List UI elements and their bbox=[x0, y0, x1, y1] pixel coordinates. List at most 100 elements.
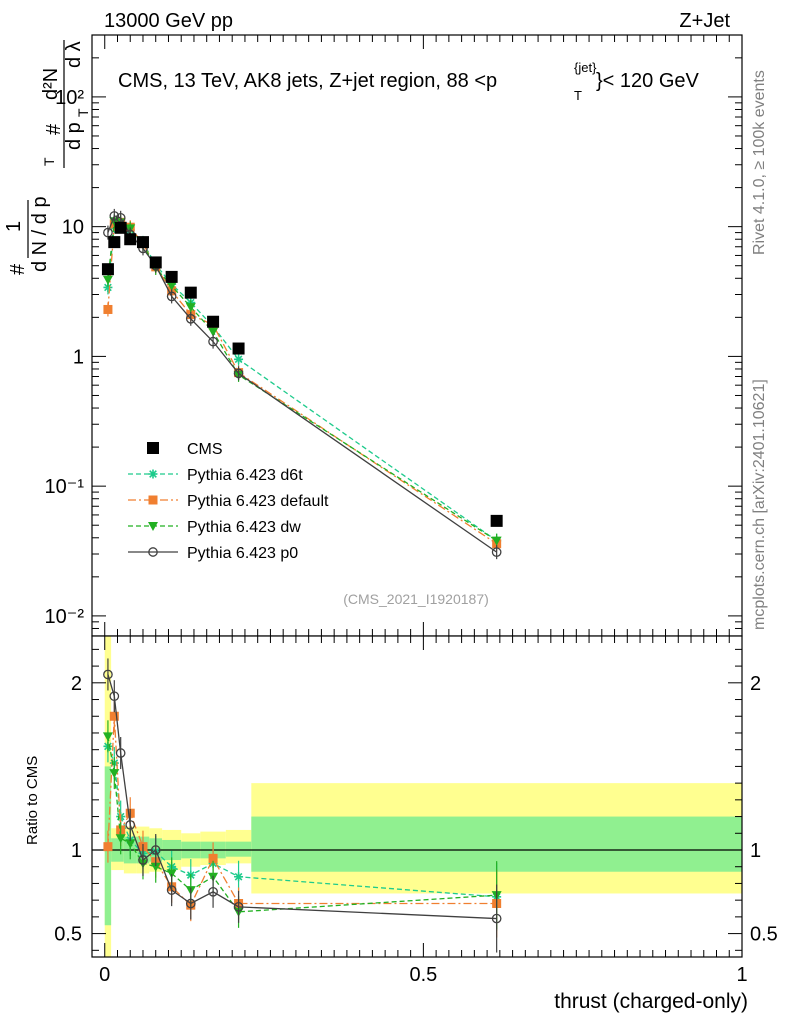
main-panel: 10⁻² 10⁻¹ 1 10 10² bbox=[45, 34, 743, 637]
legend-item: Pythia 6.423 p0 bbox=[128, 545, 298, 562]
legend-item: Pythia 6.423 dw bbox=[128, 519, 301, 536]
ratio-ytick-label-right: 1 bbox=[750, 840, 761, 862]
data-point bbox=[491, 547, 502, 557]
data-point bbox=[184, 286, 197, 299]
ratio-point bbox=[150, 845, 161, 855]
ratio-point bbox=[185, 898, 196, 909]
ratio-ytick-label-right: 2 bbox=[750, 673, 761, 695]
ratio-panel: 0.5 0.51 12 20 0.5 1 bbox=[54, 635, 778, 986]
ratio-point bbox=[150, 862, 161, 872]
data-point bbox=[103, 227, 113, 238]
ratio-ytick-label: 2 bbox=[71, 673, 82, 695]
main-ytick-label: 10 bbox=[62, 217, 84, 239]
data-point bbox=[208, 327, 219, 337]
main-ylabel: # 1 d N / d p T # d²N d p T d λ bbox=[3, 40, 91, 275]
ratio-point bbox=[208, 853, 218, 863]
ylabel-t-sub-1: T bbox=[41, 157, 57, 166]
main-ytick-label: 10⁻² bbox=[45, 606, 85, 628]
ylabel-one: 1 bbox=[3, 221, 25, 232]
ylabel-t-sub-2: T bbox=[75, 108, 91, 117]
ratio-point bbox=[102, 732, 113, 742]
legend-marker bbox=[148, 495, 158, 505]
legend-marker bbox=[148, 469, 158, 479]
main-frame bbox=[91, 34, 743, 637]
ratio-point bbox=[115, 834, 126, 844]
analysis-id-watermark: (CMS_2021_I1920187) bbox=[343, 591, 489, 607]
ratio-point bbox=[166, 885, 177, 895]
legend-label: Pythia 6.423 dw bbox=[187, 519, 301, 536]
ratio-point bbox=[115, 748, 126, 758]
main-ytick-label: 10² bbox=[55, 87, 84, 109]
ratio-ytick-label-right: 0.5 bbox=[750, 924, 778, 946]
ratio-point bbox=[491, 913, 502, 924]
ratio-point bbox=[109, 691, 120, 702]
header-process-label: Z+Jet bbox=[679, 10, 730, 32]
xtick-label: 0.5 bbox=[409, 964, 437, 986]
ratio-line bbox=[107, 736, 497, 913]
ratio-ylabel: Ratio to CMS bbox=[24, 756, 41, 845]
ratio-point bbox=[234, 872, 244, 882]
ratio-series-pythia-6-423-p0 bbox=[103, 658, 502, 953]
title-sub: T bbox=[574, 88, 582, 103]
ratio-point bbox=[125, 839, 136, 849]
ylabel-hash-2: # bbox=[43, 123, 65, 135]
legend-marker bbox=[148, 547, 158, 557]
data-point bbox=[185, 313, 196, 324]
ylabel-hash-1: # bbox=[7, 263, 29, 275]
ratio-point bbox=[103, 842, 113, 852]
ylabel-dlambda: d λ bbox=[63, 41, 85, 68]
data-point bbox=[102, 275, 113, 285]
data-point bbox=[490, 514, 503, 527]
data-point bbox=[491, 536, 502, 546]
ylabel-dn-dpt: d N / d p bbox=[29, 196, 51, 272]
ratio-point bbox=[109, 769, 120, 779]
ratio-line bbox=[107, 716, 497, 907]
data-point bbox=[232, 342, 245, 355]
data-point bbox=[185, 303, 196, 313]
main-ytick-label: 1 bbox=[73, 346, 84, 368]
legend-label: Pythia 6.423 default bbox=[187, 493, 329, 510]
data-point bbox=[136, 236, 149, 249]
series-cms bbox=[101, 221, 503, 527]
data-point bbox=[207, 315, 220, 328]
data-point bbox=[166, 291, 177, 302]
data-point bbox=[165, 270, 178, 283]
plot-title: CMS, 13 TeV, AK8 jets, Z+jet region, 88 … bbox=[118, 60, 700, 103]
ylabel-d2n: d²N bbox=[40, 68, 62, 100]
ratio-frame bbox=[91, 635, 743, 958]
legend-item: Pythia 6.423 default bbox=[128, 493, 329, 510]
data-point bbox=[101, 263, 114, 276]
ratio-point bbox=[233, 901, 244, 912]
data-point bbox=[109, 211, 120, 221]
data-point bbox=[108, 236, 121, 249]
ratio-ytick-label: 0.5 bbox=[54, 924, 82, 946]
header-energy-label: 13000 GeV pp bbox=[104, 10, 233, 32]
legend-marker bbox=[148, 522, 158, 531]
ratio-point bbox=[138, 855, 148, 865]
data-point bbox=[149, 256, 162, 269]
data-point bbox=[103, 304, 113, 314]
ratio-point bbox=[208, 886, 218, 897]
ratio-point bbox=[166, 869, 177, 879]
legend-marker bbox=[147, 442, 159, 454]
main-ytick-label: 10⁻¹ bbox=[45, 476, 85, 498]
rivet-version-label: Rivet 4.1.0, ≥ 100k events bbox=[751, 70, 768, 255]
xtick-label: 0 bbox=[99, 964, 110, 986]
legend-item: Pythia 6.423 d6t bbox=[128, 467, 303, 484]
mcplots-label: mcplots.cern.ch [arXiv:2401.10621] bbox=[751, 379, 768, 630]
title-sup: {jet} bbox=[574, 60, 597, 75]
legend: CMS Pythia 6.423 d6t Pythia 6.423 default P… bbox=[128, 441, 329, 562]
data-point bbox=[234, 354, 244, 364]
data-point bbox=[124, 233, 137, 246]
ratio-point bbox=[103, 669, 113, 680]
data-point bbox=[208, 336, 218, 347]
data-point bbox=[233, 368, 244, 379]
uncertainty-band-1sigma bbox=[225, 841, 252, 857]
ratio-point bbox=[125, 820, 136, 830]
legend-label: CMS bbox=[187, 441, 223, 458]
xtick-label: 1 bbox=[736, 964, 747, 986]
data-point bbox=[103, 282, 113, 292]
legend-item: CMS bbox=[147, 441, 223, 458]
data-point bbox=[166, 281, 177, 291]
title-main: CMS, 13 TeV, AK8 jets, Z+jet region, 88 … bbox=[118, 70, 497, 92]
